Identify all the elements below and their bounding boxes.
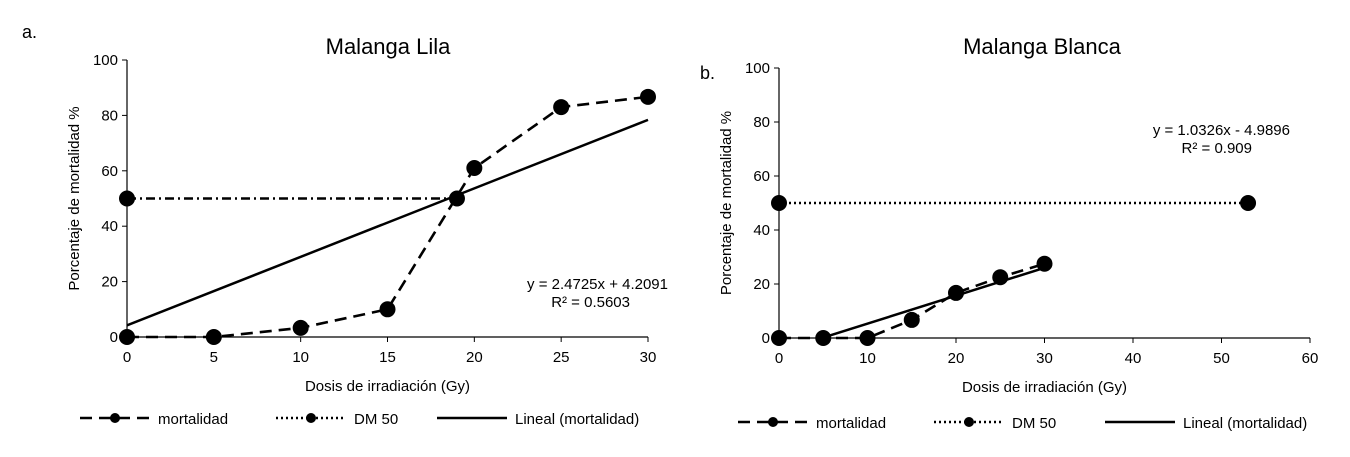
y-axis-label: Porcentaje de mortalidad %: [718, 111, 735, 295]
legend-marker: [306, 413, 316, 423]
data-point: [205, 329, 222, 345]
series-line: [126, 118, 649, 327]
legend-item: DM 50: [276, 411, 398, 428]
y-tick-label: 20: [101, 274, 118, 291]
legend-label: Lineal (mortalidad): [515, 411, 639, 428]
y-tick-label: 100: [93, 52, 118, 69]
x-tick-label: 5: [210, 349, 218, 366]
y-tick-label: 20: [753, 276, 770, 293]
x-tick-label: 10: [292, 349, 309, 366]
data-point: [292, 319, 309, 336]
data-point: [771, 195, 787, 211]
legend-label: Lineal (mortalidad): [1183, 415, 1307, 432]
data-point: [379, 301, 396, 318]
panel-label: b.: [700, 63, 715, 83]
legend-marker: [964, 417, 974, 427]
x-tick-label: 20: [948, 350, 965, 367]
y-axis-label: Porcentaje de mortalidad %: [66, 106, 83, 290]
data-point: [119, 329, 135, 345]
legend-marker: [110, 413, 120, 423]
x-tick-label: 10: [859, 350, 876, 367]
data-point: [466, 160, 483, 177]
y-tick-label: 0: [762, 330, 770, 347]
legend-item: DM 50: [934, 415, 1056, 432]
series-mortalidad: [771, 255, 1053, 346]
x-tick-label: 50: [1213, 350, 1230, 367]
x-tick-label: 30: [1036, 350, 1053, 367]
legend: mortalidad DM 50 Lineal (mortalidad): [80, 411, 639, 428]
data-point: [903, 311, 920, 328]
legend-item: mortalidad: [738, 415, 886, 432]
chart-panel-a: a. Malanga Lila 0 20 40 60 80 100 0 5 10 15 20 25 30 Do…: [22, 22, 668, 428]
x-axis-label: Dosis de irradiación (Gy): [305, 378, 470, 395]
legend-label: DM 50: [354, 411, 398, 428]
x-tick-label: 15: [379, 349, 396, 366]
data-point: [815, 330, 832, 346]
x-tick-label: 20: [466, 349, 483, 366]
chart-title: Malanga Blanca: [963, 34, 1122, 59]
x-tick-label: 30: [640, 349, 657, 366]
y-tick-label: 100: [745, 60, 770, 77]
legend-item: mortalidad: [80, 411, 228, 428]
trendline-equation: y = 1.0326x - 4.9896: [1153, 122, 1290, 139]
y-tick-label: 40: [101, 218, 118, 235]
legend-label: DM 50: [1012, 415, 1056, 432]
y-tick-label: 80: [101, 107, 118, 124]
panel-label: a.: [22, 22, 37, 42]
x-tick-label: 60: [1302, 350, 1319, 367]
trendline-r2: R² = 0.909: [1182, 140, 1252, 157]
x-axis-label: Dosis de irradiación (Gy): [962, 379, 1127, 396]
legend: mortalidad DM 50 Lineal (mortalidad): [738, 415, 1307, 432]
legend-label: mortalidad: [816, 415, 886, 432]
data-point: [119, 190, 135, 207]
data-point: [640, 88, 656, 105]
y-tick-label: 60: [753, 168, 770, 185]
series-dm-50: [771, 195, 1257, 211]
y-tick-label: 0: [110, 329, 118, 346]
series-dm-50: [119, 190, 465, 207]
series-line: [822, 266, 1045, 339]
chart-panel-b: b. Malanga Blanca 0 20 40 60 80 100 0 10 20 30 40 50 6…: [700, 34, 1318, 432]
series-mortalidad: [119, 88, 656, 345]
legend-item: Lineal (mortalidad): [1105, 415, 1307, 432]
legend-marker: [768, 417, 778, 427]
data-point: [1036, 255, 1053, 272]
series-lineal-mortalidad-: [126, 118, 649, 327]
y-tick-label: 60: [101, 163, 118, 180]
trendline-r2: R² = 0.5603: [551, 294, 630, 311]
legend-item: Lineal (mortalidad): [437, 411, 639, 428]
trendline-equation: y = 2.4725x + 4.2091: [527, 276, 668, 293]
data-point: [771, 330, 787, 346]
x-tick-label: 0: [123, 349, 131, 366]
series-lineal-mortalidad-: [822, 266, 1045, 339]
data-point: [859, 330, 876, 346]
chart-title: Malanga Lila: [326, 34, 452, 59]
data-point: [1240, 195, 1257, 211]
x-tick-label: 40: [1125, 350, 1142, 367]
data-point: [553, 99, 570, 116]
x-tick-label: 0: [775, 350, 783, 367]
x-tick-label: 25: [553, 349, 570, 366]
y-tick-label: 40: [753, 222, 770, 239]
y-tick-label: 80: [753, 114, 770, 131]
legend-label: mortalidad: [158, 411, 228, 428]
